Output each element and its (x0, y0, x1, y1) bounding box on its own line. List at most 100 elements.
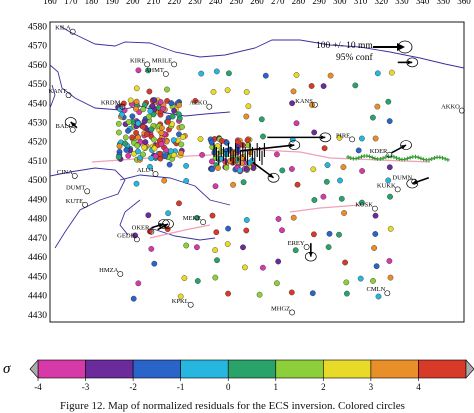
station-marker (69, 28, 76, 35)
residual-point (125, 152, 132, 159)
residual-point (194, 214, 200, 221)
residual-point (129, 134, 136, 141)
x-tick-label: 200 (126, 0, 140, 6)
x-tick-labels: 160 170 180 190 200 210 220 230 240 250 260 270 280 2… (43, 0, 471, 25)
coastline-segment (119, 199, 141, 236)
station-marker (458, 107, 465, 114)
residual-point (243, 227, 250, 234)
residual-point (176, 111, 182, 118)
residual-point (336, 231, 342, 238)
residual-point (183, 178, 190, 184)
residual-point (288, 289, 295, 296)
station-marker (152, 171, 159, 177)
cross-markers (346, 153, 450, 162)
vector-arrow-head (401, 145, 407, 150)
residual-point (242, 264, 248, 271)
colorbar-block (370, 359, 419, 379)
station-marker (171, 61, 178, 68)
colorbar-block (132, 359, 181, 379)
residual-point (212, 247, 218, 253)
residual-point (386, 164, 393, 171)
residual-point (311, 129, 318, 136)
residual-point (143, 131, 150, 138)
residual-point (151, 136, 157, 143)
x-tick-label: 160 (43, 0, 57, 6)
y-tick-label: 4520 (28, 138, 47, 148)
colorbar-left-arrow (29, 359, 39, 379)
cross-marker (364, 153, 369, 158)
residual-point (209, 166, 216, 173)
residual-point (219, 138, 225, 144)
residual-point (125, 128, 131, 134)
colorbar-tick-label: -3 (82, 382, 90, 392)
cross-marker (359, 154, 364, 159)
residual-point (387, 225, 394, 232)
residual-point (258, 116, 265, 123)
residual-point (142, 139, 149, 145)
station-marker (82, 201, 89, 208)
residual-point (343, 279, 350, 286)
residual-point (147, 108, 154, 114)
cross-marker (405, 156, 410, 161)
station-label: PIRE (336, 132, 350, 139)
residual-point (370, 278, 376, 284)
station-marker (117, 271, 124, 277)
residual-point (275, 216, 282, 222)
residual-point (135, 67, 142, 74)
vector-arrow (240, 144, 295, 152)
residual-point (133, 106, 139, 112)
residual-point (225, 290, 231, 297)
colorbar: σ -4 -3 -2 -1 0 1 2 3 4 (3, 359, 474, 392)
station-label: EREY (288, 240, 305, 247)
x-tick-label: 230 (188, 0, 202, 6)
colorbar-block (275, 359, 324, 379)
residual-point (115, 154, 122, 160)
residual-point (290, 214, 297, 221)
cross-marker (416, 155, 421, 160)
residual-points (115, 67, 395, 302)
cross-marker (429, 156, 434, 161)
residual-point (127, 97, 134, 104)
x-tick-label: 300 (333, 0, 347, 6)
residual-point (275, 258, 282, 265)
residual-point (165, 210, 171, 217)
residual-point (163, 147, 170, 153)
residual-point (129, 113, 136, 120)
residual-point (294, 181, 301, 188)
residual-point (194, 244, 200, 251)
residual-point (372, 231, 379, 237)
plot-frame (49, 21, 465, 323)
station-label: AKKO (441, 104, 460, 111)
error-ellipse (319, 132, 332, 143)
station-label: OKER (132, 225, 150, 232)
map-plot-area: KILA KIRE MRILE AHMT KANT KRDM AEKO KANS AKKO BAL… (48, 21, 465, 323)
station-marker (148, 228, 155, 235)
residual-point (158, 130, 165, 136)
residual-point (387, 193, 393, 200)
residual-point (311, 197, 318, 203)
residual-point (385, 177, 392, 184)
error-ellipse (162, 219, 174, 229)
y-tick-label: 4440 (28, 292, 47, 302)
station-label: KILA (55, 25, 71, 32)
station-marker (144, 61, 151, 68)
station-marker (206, 103, 213, 110)
residual-point (141, 144, 148, 151)
residual-point (140, 151, 146, 158)
residual-point (134, 142, 141, 149)
residual-point (122, 140, 128, 147)
error-ellipse (406, 178, 419, 189)
residual-point (118, 111, 125, 118)
vector-arrow-head (308, 252, 313, 257)
residual-point (157, 150, 163, 157)
station-label: DUMT (66, 184, 85, 191)
colorbar-tick-label: 3 (369, 382, 374, 392)
figure-caption: Figure 12. Map of normalized residuals f… (60, 400, 405, 412)
residual-point (385, 98, 392, 105)
residual-point (321, 145, 328, 152)
residual-point (310, 166, 317, 173)
residual-point (274, 151, 280, 158)
y-tick-label: 4430 (28, 311, 47, 321)
residual-point (359, 135, 365, 142)
